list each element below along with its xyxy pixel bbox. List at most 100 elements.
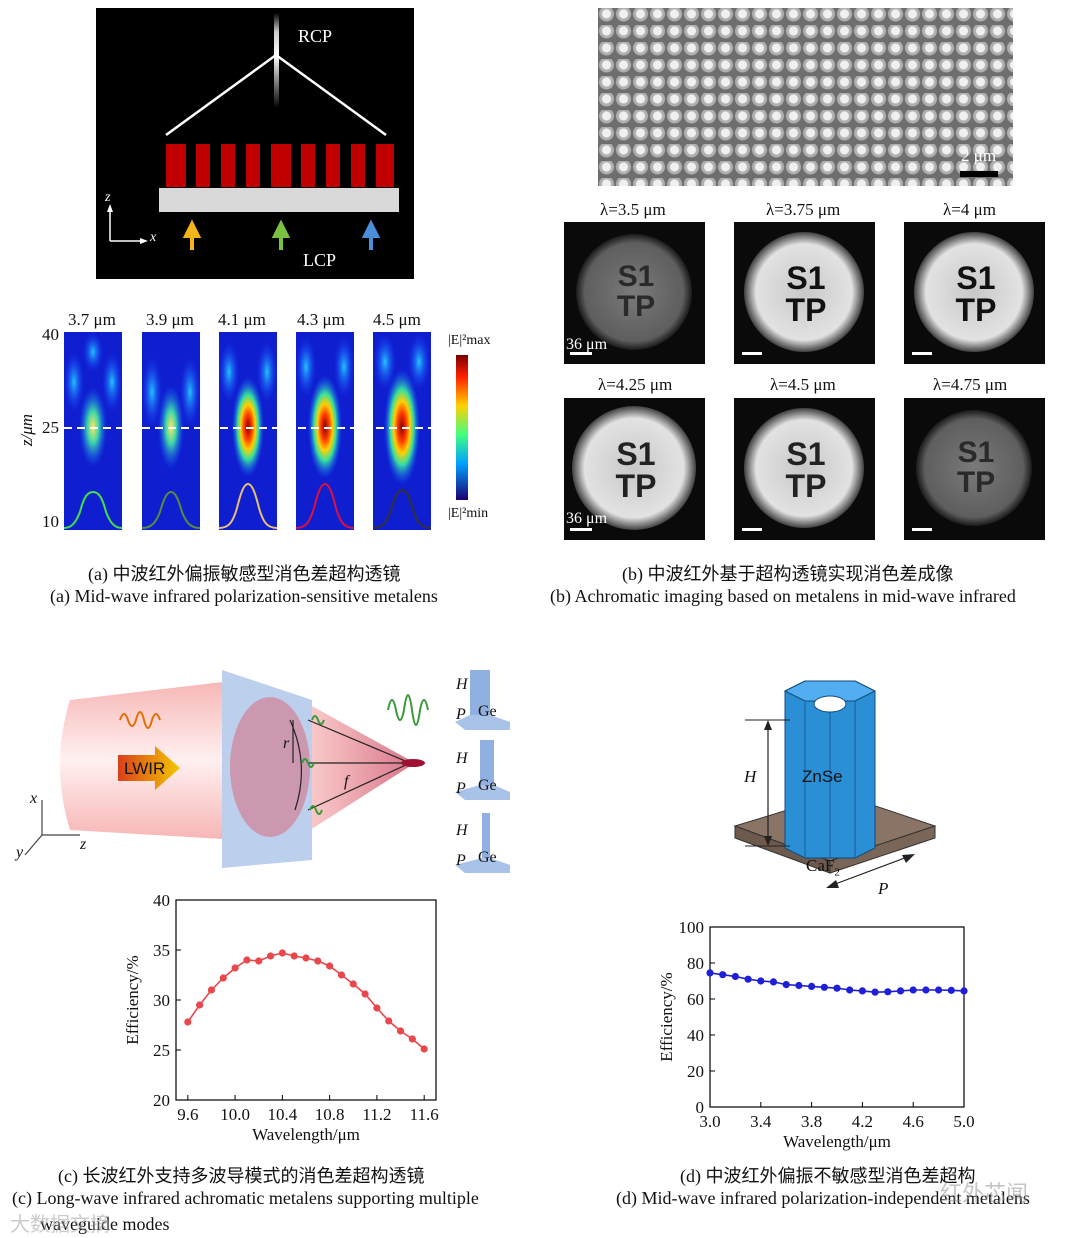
ge-label-2: Ge bbox=[478, 777, 497, 794]
axes-icon bbox=[107, 204, 148, 244]
rcp-label: RCP bbox=[298, 26, 333, 46]
data-point bbox=[922, 986, 930, 994]
data-point bbox=[314, 957, 322, 965]
watermark-right: 红外芯闻 bbox=[940, 1182, 1029, 1207]
colorbar bbox=[456, 355, 468, 500]
x-tick-label: 11.6 bbox=[410, 1105, 439, 1124]
axis-z-label: z bbox=[105, 190, 111, 205]
focusing-cone bbox=[310, 705, 415, 830]
efficiency-chart-d: 3.0 3.4 3.8 4.2 4.6 5.0 0 20 40 60 80 100 Wavelength… bbox=[657, 918, 975, 1151]
sem-scale-bar bbox=[960, 171, 998, 177]
focusing-rays bbox=[165, 53, 387, 137]
data-point bbox=[846, 986, 854, 994]
y-axis-label: Efficiency/% bbox=[123, 955, 142, 1044]
ge-label-1: Ge bbox=[478, 703, 497, 720]
height-label-1: H bbox=[456, 676, 468, 693]
height-label-3: H bbox=[456, 822, 468, 839]
data-point bbox=[871, 988, 879, 996]
data-point bbox=[266, 952, 275, 960]
data-point bbox=[337, 971, 346, 979]
substrate bbox=[159, 188, 399, 212]
ytick-10: 10 bbox=[42, 512, 59, 531]
data-point bbox=[858, 987, 866, 995]
substrate-material-label: CaF2 bbox=[806, 856, 840, 879]
period-label-1: P bbox=[456, 706, 466, 723]
data-point bbox=[820, 983, 828, 991]
ytick-40: 40 bbox=[42, 325, 59, 344]
height-label-d: H bbox=[744, 767, 757, 786]
data-point bbox=[408, 1035, 416, 1043]
y-tick-label: 20 bbox=[153, 1091, 170, 1110]
caption-a-en: (a) Mid-wave infrared polarization-sensi… bbox=[50, 586, 438, 606]
z-axis-label: z/μm bbox=[17, 413, 36, 447]
axis-x-label-c: x bbox=[30, 790, 38, 807]
sem-scale-label: 2 μm bbox=[961, 146, 997, 165]
znse-pillar-schematic bbox=[733, 680, 937, 888]
period-label-d: P bbox=[878, 879, 889, 898]
data-point bbox=[706, 969, 714, 977]
data-point bbox=[255, 957, 263, 965]
caption-a-cn: (a) 中波红外偏振敏感型消色差超构透镜 bbox=[88, 564, 401, 584]
y-tick-label: 25 bbox=[153, 1041, 170, 1060]
efficiency-series-line bbox=[187, 952, 425, 1050]
field-intensity-maps bbox=[64, 332, 434, 530]
data-point bbox=[884, 988, 892, 996]
image-tile-2 bbox=[734, 222, 875, 364]
data-point bbox=[757, 977, 765, 985]
tile-letters-2: S1 TP bbox=[785, 260, 827, 328]
height-label-2: H bbox=[456, 750, 468, 767]
image-scale-label-1: 36 μm bbox=[566, 336, 608, 353]
pillar-material-label: ZnSe bbox=[802, 767, 843, 786]
wavelength-label-2: 3.9 μm bbox=[146, 310, 194, 329]
data-point bbox=[909, 986, 917, 994]
colorbar-max-label: |E|²max bbox=[448, 333, 491, 348]
period-dimension bbox=[826, 854, 915, 888]
colorbar-min-label: |E|²min bbox=[448, 506, 489, 521]
image-label-1: λ=3.5 μm bbox=[600, 200, 666, 219]
x-tick-label: 3.4 bbox=[750, 1112, 772, 1131]
y-tick-label: 35 bbox=[153, 941, 170, 960]
scale-bar-1 bbox=[570, 352, 592, 355]
data-point bbox=[795, 981, 803, 990]
metalens-schematic-a bbox=[96, 8, 414, 279]
data-point bbox=[396, 1027, 405, 1035]
focal-length-label: f bbox=[344, 773, 349, 790]
image-label-4: λ=4.25 μm bbox=[598, 375, 673, 394]
efficiency-chart-c: 9.6 10.0 10.4 10.8 11.2 11.6 20 25 30 35 40 Wavelen… bbox=[123, 891, 439, 1144]
pillar-unit-cells bbox=[455, 670, 510, 873]
x-tick-label: 4.6 bbox=[903, 1112, 924, 1131]
multimode-metalens-schematic bbox=[24, 670, 510, 873]
data-point bbox=[361, 990, 369, 998]
wavelength-label-4: 4.3 μm bbox=[297, 310, 345, 329]
plot-frame bbox=[709, 926, 965, 1108]
data-point bbox=[207, 986, 216, 994]
data-point bbox=[719, 971, 727, 979]
lwir-arrow bbox=[118, 746, 180, 790]
wavelength-label-1: 3.7 μm bbox=[68, 310, 116, 329]
data-point bbox=[744, 975, 752, 983]
caption-d-en: (d) Mid-wave infrared polarization-indep… bbox=[616, 1188, 1030, 1208]
xyz-axes-icon bbox=[24, 800, 80, 856]
data-point bbox=[808, 982, 816, 990]
metalens-aperture bbox=[230, 697, 310, 837]
x-axis-label: Wavelength/μm bbox=[783, 1132, 891, 1151]
data-point bbox=[420, 1045, 428, 1053]
data-point bbox=[326, 962, 334, 970]
wavelength-label-3: 4.1 μm bbox=[218, 310, 266, 329]
axis-z-label-c: z bbox=[80, 836, 87, 853]
y-tick-label: 40 bbox=[153, 891, 170, 910]
data-point bbox=[231, 964, 239, 972]
x-tick-label: 11.2 bbox=[362, 1105, 391, 1124]
scale-bar-4 bbox=[570, 528, 592, 531]
x-tick-label: 5.0 bbox=[953, 1112, 974, 1131]
data-point bbox=[196, 1001, 204, 1009]
data-point bbox=[896, 987, 905, 995]
x-tick-label: 10.8 bbox=[315, 1105, 345, 1124]
x-tick-label: 3.0 bbox=[699, 1112, 720, 1131]
ge-label-3: Ge bbox=[478, 849, 497, 866]
ytick-25: 25 bbox=[42, 418, 59, 437]
image-label-5: λ=4.5 μm bbox=[770, 375, 836, 394]
data-point bbox=[385, 1017, 393, 1025]
lcp-label: LCP bbox=[303, 250, 337, 270]
image-label-3: λ=4 μm bbox=[943, 200, 996, 219]
